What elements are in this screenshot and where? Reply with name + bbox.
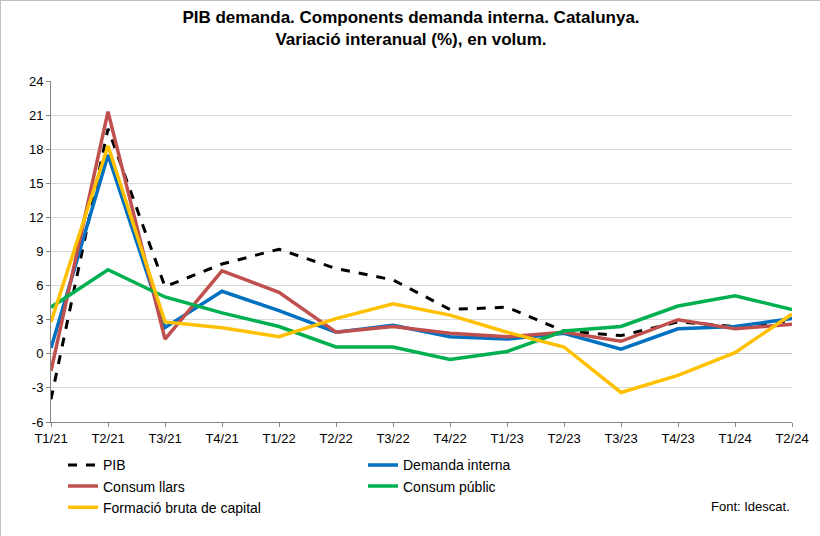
svg-text:T1/23: T1/23 <box>490 431 523 446</box>
svg-text:T4/23: T4/23 <box>661 431 694 446</box>
svg-text:T2/24: T2/24 <box>775 431 808 446</box>
svg-text:Formació bruta de capital: Formació bruta de capital <box>103 500 261 516</box>
svg-text:9: 9 <box>36 244 43 259</box>
svg-text:0: 0 <box>36 346 43 361</box>
svg-text:-3: -3 <box>32 380 44 395</box>
svg-text:6: 6 <box>36 278 43 293</box>
svg-text:Demanda interna: Demanda interna <box>403 457 511 473</box>
svg-text:T1/21: T1/21 <box>34 431 67 446</box>
svg-text:18: 18 <box>29 142 43 157</box>
svg-text:3: 3 <box>36 312 43 327</box>
svg-text:15: 15 <box>29 176 43 191</box>
svg-text:T4/21: T4/21 <box>205 431 238 446</box>
svg-text:Font: Idescat.: Font: Idescat. <box>711 499 790 514</box>
svg-text:T4/22: T4/22 <box>433 431 466 446</box>
svg-text:T2/22: T2/22 <box>319 431 352 446</box>
svg-text:T3/21: T3/21 <box>148 431 181 446</box>
svg-text:T1/22: T1/22 <box>262 431 295 446</box>
svg-text:T2/23: T2/23 <box>547 431 580 446</box>
svg-text:T3/22: T3/22 <box>376 431 409 446</box>
svg-text:Consum llars: Consum llars <box>103 479 185 495</box>
svg-text:21: 21 <box>29 108 43 123</box>
svg-text:24: 24 <box>29 74 43 89</box>
svg-text:-6: -6 <box>32 415 44 430</box>
svg-text:PIB demanda. Components demand: PIB demanda. Components demanda interna.… <box>182 8 639 49</box>
svg-text:PIB: PIB <box>103 457 126 473</box>
svg-text:T2/21: T2/21 <box>91 431 124 446</box>
svg-text:Consum públic: Consum públic <box>403 479 496 495</box>
svg-text:12: 12 <box>29 210 43 225</box>
svg-text:T3/23: T3/23 <box>604 431 637 446</box>
svg-text:T1/24: T1/24 <box>718 431 751 446</box>
